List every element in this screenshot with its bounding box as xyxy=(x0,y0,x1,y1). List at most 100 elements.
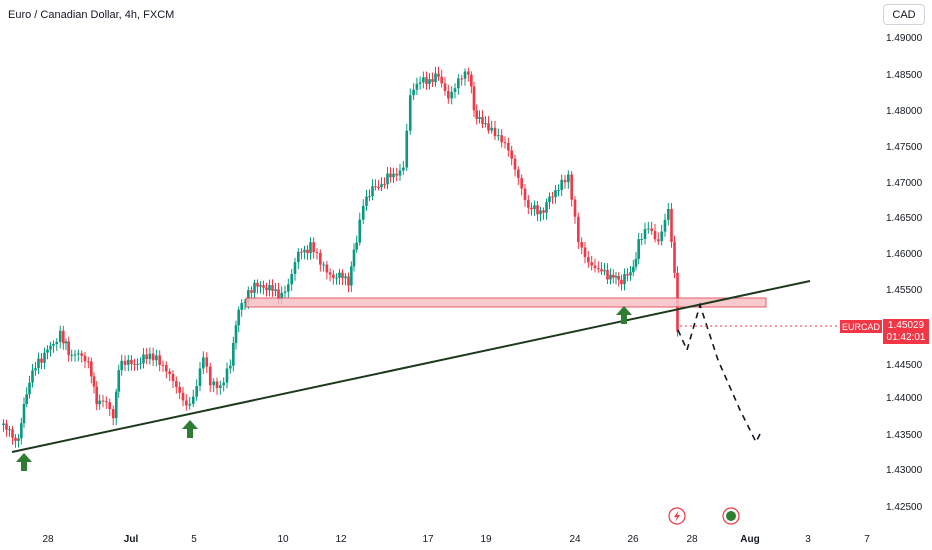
candle-body xyxy=(277,289,280,300)
candle-body xyxy=(312,242,315,253)
candle-body xyxy=(620,279,623,285)
candle-body xyxy=(297,251,300,263)
candle-body xyxy=(660,231,663,242)
candle-body xyxy=(83,355,87,362)
time-scale-label: 28 xyxy=(686,534,698,545)
candle-body xyxy=(374,186,377,188)
earnings-event-icon[interactable] xyxy=(722,507,740,525)
candle-body xyxy=(262,285,265,288)
candle-body xyxy=(253,282,256,293)
candle-body xyxy=(350,266,353,286)
price-scale-label: 1.43000 xyxy=(886,465,923,476)
currency-button[interactable]: CAD xyxy=(883,4,925,25)
candle-body xyxy=(232,342,235,366)
time-scale-label: Aug xyxy=(740,534,760,545)
candle-body xyxy=(545,202,548,213)
candle-body xyxy=(667,208,670,220)
candle-body xyxy=(95,386,98,405)
candle-body xyxy=(380,184,383,188)
candle-body xyxy=(208,366,212,386)
candle-body xyxy=(527,200,530,208)
candle-body xyxy=(603,269,606,272)
candle-body xyxy=(20,423,23,439)
candle-body xyxy=(283,291,287,293)
candle-body xyxy=(440,76,443,84)
candle-body xyxy=(280,292,283,300)
candle-body xyxy=(557,189,560,191)
candle-body xyxy=(643,229,647,239)
candle-body xyxy=(386,173,389,185)
candle-body xyxy=(590,262,593,266)
candle-body xyxy=(443,83,447,91)
candle-body xyxy=(322,264,325,266)
candle-body xyxy=(487,123,490,131)
time-scale-label: 5 xyxy=(191,534,197,545)
candle-body xyxy=(287,284,290,292)
candle-body xyxy=(271,285,274,291)
candle-body xyxy=(587,257,590,263)
candle-body xyxy=(563,179,567,183)
current-price-value: 1.45029 xyxy=(887,320,925,331)
candle-body xyxy=(415,83,419,90)
candle-body xyxy=(520,178,523,189)
candle-body xyxy=(202,357,205,369)
candle-body xyxy=(428,79,431,84)
candle-body xyxy=(383,184,386,186)
candle-body xyxy=(470,74,473,87)
time-scale-label: Jul xyxy=(123,534,139,545)
candle-body xyxy=(114,391,118,419)
candle-body xyxy=(478,117,481,119)
candle-body xyxy=(663,219,667,232)
candle-body xyxy=(28,382,31,395)
candle-body xyxy=(457,78,460,89)
candle-body xyxy=(46,349,49,353)
candle-body xyxy=(293,262,297,274)
time-scale-label: 24 xyxy=(569,534,581,545)
candle-body xyxy=(554,190,557,198)
candle-body xyxy=(165,365,168,372)
candle-body xyxy=(168,371,171,375)
candle-body xyxy=(368,196,371,198)
candle-body xyxy=(181,392,185,401)
candle-body xyxy=(583,247,587,258)
candle-body xyxy=(90,361,93,377)
candle-body xyxy=(405,130,409,168)
candle-body xyxy=(392,173,395,178)
candle-body xyxy=(268,285,271,291)
candle-body xyxy=(670,208,673,242)
candle-body xyxy=(77,353,80,355)
candle-body xyxy=(493,127,497,137)
candle-body xyxy=(560,179,563,190)
time-scale-label: 10 xyxy=(277,534,289,545)
candle-body xyxy=(315,252,319,254)
candle-body xyxy=(64,341,68,344)
price-scale-label: 1.42500 xyxy=(886,502,923,513)
candle-body xyxy=(240,303,243,310)
candle-body xyxy=(274,289,277,291)
candle-body xyxy=(101,400,105,402)
candle-body xyxy=(151,353,155,361)
candle-body xyxy=(463,71,467,79)
candle-body xyxy=(256,282,259,287)
candle-body xyxy=(215,381,219,389)
candle-body xyxy=(352,249,356,267)
candle-body xyxy=(453,88,457,92)
candle-body xyxy=(365,196,368,206)
candle-body xyxy=(460,78,463,80)
candle-body xyxy=(73,354,77,356)
candle-body xyxy=(229,365,232,369)
candle-body xyxy=(389,173,392,178)
candle-body xyxy=(205,357,209,367)
candle-body xyxy=(225,368,229,383)
price-scale-label: 1.48000 xyxy=(886,106,923,117)
candle-body xyxy=(418,82,422,84)
candle-body xyxy=(11,429,14,438)
candle-body xyxy=(377,186,380,188)
lightning-event-icon[interactable] xyxy=(668,507,686,525)
candle-body xyxy=(341,272,344,279)
candle-body xyxy=(328,272,332,275)
candle-body xyxy=(358,219,362,243)
candle-body xyxy=(98,400,101,405)
candle-body xyxy=(117,370,121,392)
